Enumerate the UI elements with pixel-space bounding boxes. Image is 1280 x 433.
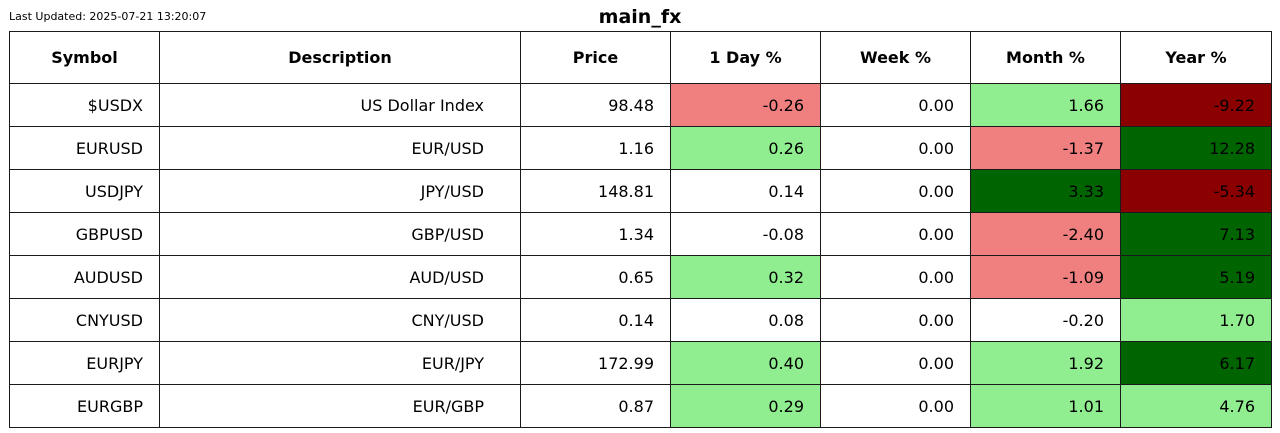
cell-year-pct: 1.70: [1120, 298, 1272, 342]
cell-year-pct: 4.76: [1120, 384, 1272, 428]
header-year-pct: Year %: [1120, 31, 1272, 84]
table-row: $USDX US Dollar Index 98.48 -0.26 0.00 1.66 -9…: [9, 83, 1272, 127]
cell-day-pct: 0.40: [670, 341, 821, 385]
cell-month-pct: -0.20: [970, 298, 1121, 342]
cell-description: EUR/JPY: [159, 341, 521, 385]
table-row: EURUSD EUR/USD 1.16 0.26 0.00 -1.37 12.28: [9, 126, 1272, 170]
cell-week-pct: 0.00: [820, 83, 971, 127]
cell-price: 1.16: [520, 126, 671, 170]
cell-description: CNY/USD: [159, 298, 521, 342]
header-row: Symbol Description Price 1 Day % Week % …: [9, 31, 1272, 84]
cell-week-pct: 0.00: [820, 126, 971, 170]
cell-price: 0.14: [520, 298, 671, 342]
cell-week-pct: 0.00: [820, 255, 971, 299]
cell-price: 0.65: [520, 255, 671, 299]
cell-price: 148.81: [520, 169, 671, 213]
cell-month-pct: 1.92: [970, 341, 1121, 385]
table-row: CNYUSD CNY/USD 0.14 0.08 0.00 -0.20 1.70: [9, 298, 1272, 342]
cell-month-pct: -2.40: [970, 212, 1121, 256]
table-row: AUDUSD AUD/USD 0.65 0.32 0.00 -1.09 5.19: [9, 255, 1272, 299]
cell-description: JPY/USD: [159, 169, 521, 213]
cell-symbol: CNYUSD: [9, 298, 160, 342]
cell-symbol: EURUSD: [9, 126, 160, 170]
cell-day-pct: -0.08: [670, 212, 821, 256]
table-row: USDJPY JPY/USD 148.81 0.14 0.00 3.33 -5.34: [9, 169, 1272, 213]
cell-price: 98.48: [520, 83, 671, 127]
header-price: Price: [520, 31, 671, 84]
cell-price: 1.34: [520, 212, 671, 256]
cell-week-pct: 0.00: [820, 169, 971, 213]
cell-symbol: USDJPY: [9, 169, 160, 213]
cell-month-pct: 1.66: [970, 83, 1121, 127]
cell-month-pct: -1.37: [970, 126, 1121, 170]
table-row: GBPUSD GBP/USD 1.34 -0.08 0.00 -2.40 7.13: [9, 212, 1272, 256]
cell-description: GBP/USD: [159, 212, 521, 256]
cell-month-pct: -1.09: [970, 255, 1121, 299]
cell-symbol: GBPUSD: [9, 212, 160, 256]
cell-year-pct: 12.28: [1120, 126, 1272, 170]
cell-day-pct: 0.08: [670, 298, 821, 342]
cell-year-pct: 5.19: [1120, 255, 1272, 299]
header-week-pct: Week %: [820, 31, 971, 84]
cell-symbol: EURGBP: [9, 384, 160, 428]
cell-year-pct: -5.34: [1120, 169, 1272, 213]
cell-day-pct: 0.26: [670, 126, 821, 170]
cell-description: US Dollar Index: [159, 83, 521, 127]
header-symbol: Symbol: [9, 31, 160, 84]
cell-week-pct: 0.00: [820, 212, 971, 256]
cell-year-pct: -9.22: [1120, 83, 1272, 127]
cell-month-pct: 3.33: [970, 169, 1121, 213]
table-title: main_fx: [598, 6, 682, 28]
table-row: EURGBP EUR/GBP 0.87 0.29 0.00 1.01 4.76: [9, 384, 1272, 428]
cell-day-pct: -0.26: [670, 83, 821, 127]
header-description: Description: [159, 31, 521, 84]
cell-price: 172.99: [520, 341, 671, 385]
cell-price: 0.87: [520, 384, 671, 428]
header-month-pct: Month %: [970, 31, 1121, 84]
last-updated-label: Last Updated: 2025-07-21 13:20:07: [9, 10, 207, 23]
table-row: EURJPY EUR/JPY 172.99 0.40 0.00 1.92 6.17: [9, 341, 1272, 385]
cell-description: EUR/GBP: [159, 384, 521, 428]
table-body: $USDX US Dollar Index 98.48 -0.26 0.00 1.66 -9…: [9, 83, 1272, 428]
cell-day-pct: 0.14: [670, 169, 821, 213]
cell-week-pct: 0.00: [820, 384, 971, 428]
cell-month-pct: 1.01: [970, 384, 1121, 428]
cell-day-pct: 0.29: [670, 384, 821, 428]
cell-description: EUR/USD: [159, 126, 521, 170]
cell-year-pct: 7.13: [1120, 212, 1272, 256]
cell-symbol: AUDUSD: [9, 255, 160, 299]
cell-week-pct: 0.00: [820, 341, 971, 385]
cell-description: AUD/USD: [159, 255, 521, 299]
cell-day-pct: 0.32: [670, 255, 821, 299]
cell-symbol: EURJPY: [9, 341, 160, 385]
cell-symbol: $USDX: [9, 83, 160, 127]
cell-year-pct: 6.17: [1120, 341, 1272, 385]
cell-week-pct: 0.00: [820, 298, 971, 342]
fx-table: Symbol Description Price 1 Day % Week % …: [9, 31, 1272, 428]
header-day-pct: 1 Day %: [670, 31, 821, 84]
